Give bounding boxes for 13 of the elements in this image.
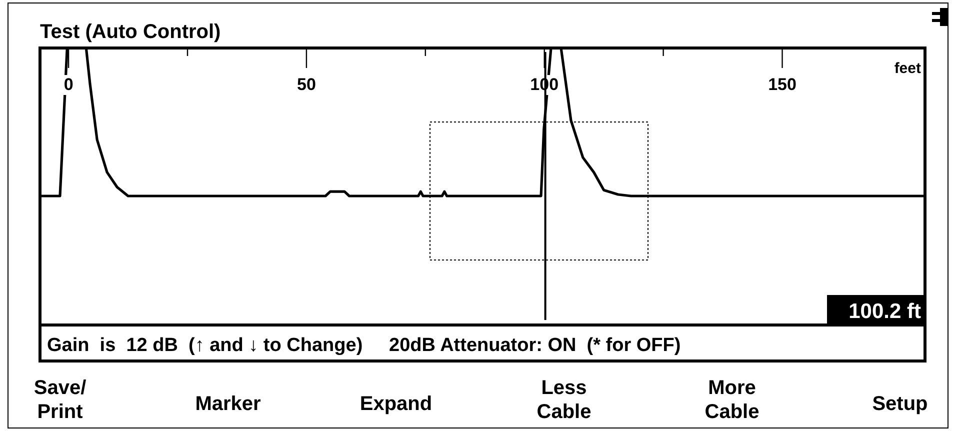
text: Gain is 12 dB (↑ and ↓ to Change) 20dB Attenuator: ON (* for OFF) bbox=[47, 335, 681, 356]
x-tick-label: 150 bbox=[768, 75, 796, 94]
text: Setup bbox=[872, 393, 928, 415]
text: Less Cable bbox=[536, 377, 592, 423]
x-axis-title: feet bbox=[894, 60, 921, 77]
text: Expand bbox=[360, 393, 432, 415]
text: 100.2 ft bbox=[848, 300, 922, 323]
x-tick-label: 50 bbox=[296, 75, 316, 94]
chart-title: Test (Auto Control) bbox=[40, 21, 221, 43]
text: Marker bbox=[195, 393, 262, 415]
text: More Cable bbox=[704, 377, 760, 423]
x-tick-label: 0 bbox=[64, 75, 74, 94]
text: Save/ Print bbox=[34, 377, 87, 423]
